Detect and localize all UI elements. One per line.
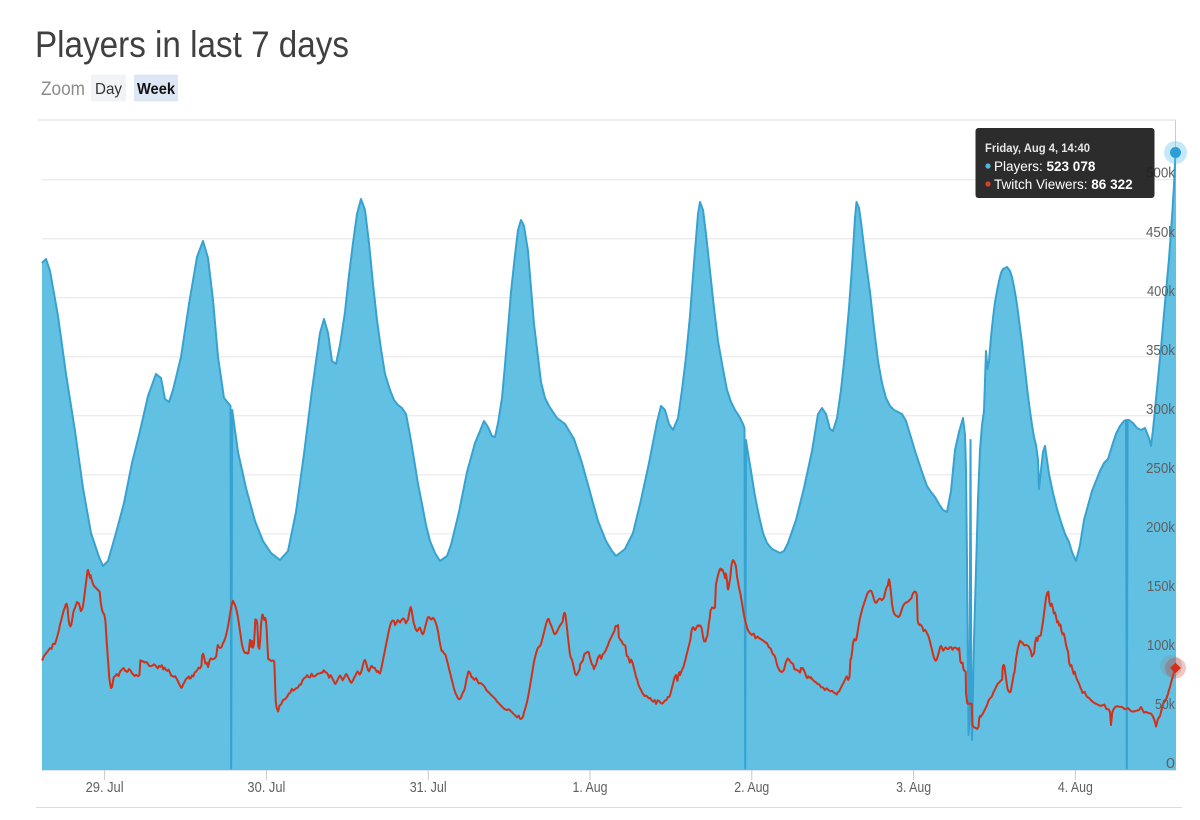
svg-text:30. Jul: 30. Jul	[247, 779, 285, 796]
svg-text:2. Aug: 2. Aug	[734, 779, 769, 796]
svg-text:300k: 300k	[1146, 402, 1176, 418]
svg-text:450k: 450k	[1146, 225, 1176, 241]
svg-text:Players in last 7 days: Players in last 7 days	[35, 24, 349, 65]
svg-text:31. Jul: 31. Jul	[410, 779, 447, 796]
svg-text:Friday, Aug 4, 14:40: Friday, Aug 4, 14:40	[985, 141, 1090, 155]
svg-text:350k: 350k	[1146, 343, 1176, 359]
svg-text:50k: 50k	[1155, 697, 1176, 713]
svg-text:Zoom: Zoom	[41, 79, 85, 100]
svg-text:4. Aug: 4. Aug	[1058, 779, 1093, 796]
svg-text:1. Aug: 1. Aug	[573, 779, 608, 796]
svg-text:100k: 100k	[1147, 638, 1176, 654]
svg-text:3. Aug: 3. Aug	[896, 779, 931, 796]
svg-text:250k: 250k	[1146, 461, 1176, 477]
svg-text:29. Jul: 29. Jul	[86, 779, 124, 796]
svg-text:Day: Day	[95, 81, 122, 98]
svg-text:400k: 400k	[1147, 284, 1176, 300]
svg-text:Week: Week	[137, 81, 175, 98]
svg-text:150k: 150k	[1147, 579, 1176, 595]
svg-text:Twitch Viewers: 86 322: Twitch Viewers: 86 322	[994, 177, 1133, 192]
svg-text:0: 0	[1166, 756, 1175, 772]
svg-text:200k: 200k	[1146, 520, 1176, 536]
svg-text:Players: 523 078: Players: 523 078	[994, 159, 1096, 174]
